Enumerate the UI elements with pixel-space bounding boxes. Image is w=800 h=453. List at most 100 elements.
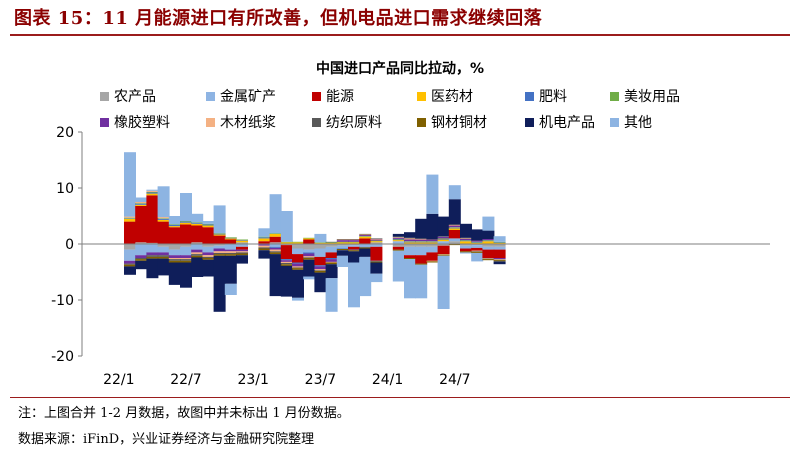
- bar-segment: [280, 211, 293, 242]
- bar-segment: [180, 193, 192, 221]
- bar-segment: [280, 261, 293, 263]
- bar-segment: [336, 255, 349, 267]
- legend-item: 金属矿产: [206, 86, 276, 106]
- bar-segment: [448, 241, 461, 244]
- bar-segment: [168, 259, 181, 261]
- bar-segment: [448, 185, 461, 200]
- bar-segment: [280, 264, 293, 266]
- bar-segment: [236, 244, 248, 247]
- bar-segment: [460, 248, 472, 252]
- bar-segment: [448, 199, 461, 225]
- bar-segment: [448, 227, 461, 229]
- bar-segment: [236, 255, 248, 264]
- bar-segment: [482, 240, 495, 242]
- bar-segment: [404, 242, 416, 244]
- bar-segment: [415, 218, 428, 239]
- bar-segment: [415, 244, 428, 247]
- bar-segment: [202, 258, 215, 260]
- bar-segment: [404, 244, 416, 247]
- bar-segment: [269, 254, 282, 297]
- bar-segment: [146, 256, 159, 259]
- bar-segment: [359, 236, 372, 239]
- bar-segment: [135, 197, 148, 202]
- bar-segment: [269, 233, 282, 237]
- bar-segment: [404, 232, 416, 238]
- bar-segment: [437, 236, 450, 237]
- bar-segment: [224, 254, 237, 256]
- bar-segment: [168, 225, 181, 227]
- bar-segment: [471, 229, 484, 241]
- bar-segment: [213, 244, 226, 246]
- bar-segment: [437, 239, 450, 242]
- bar-segment: [325, 259, 338, 262]
- bar-segment: [426, 244, 439, 247]
- bar-segment: [180, 258, 192, 260]
- bar-segment: [146, 195, 159, 243]
- bar-segment: [224, 238, 237, 240]
- bar-segment: [303, 257, 316, 258]
- legend-item: 木材纸浆: [206, 112, 276, 132]
- bar-segment: [437, 244, 450, 246]
- bar-segment: [325, 241, 338, 243]
- bar-segment: [303, 259, 316, 277]
- bar-segment: [191, 223, 204, 226]
- legend-item: 橡胶塑料: [100, 112, 170, 132]
- bar-segment: [168, 260, 181, 263]
- bar-segment: [180, 244, 192, 247]
- bar-segment: [348, 239, 360, 240]
- legend-label: 医药材: [431, 89, 473, 105]
- bar-segment: [314, 272, 327, 293]
- bar-segment: [124, 218, 136, 222]
- legend-swatch: [206, 91, 215, 101]
- bar-segment: [292, 263, 304, 267]
- bar-segment: [370, 244, 383, 247]
- bar-segment: [336, 245, 349, 249]
- bar-segment: [437, 255, 450, 309]
- bar-segment: [471, 240, 484, 242]
- bar-segment: [426, 261, 439, 263]
- bar-segment: [280, 245, 293, 260]
- chart-note: 注：上图合并 1-2 月数据，故图中并未标出 1 月份数据。: [18, 406, 350, 421]
- bar-segment: [392, 233, 405, 237]
- bar-segment: [236, 239, 248, 241]
- x-tick-label: 24/1: [372, 372, 403, 388]
- bar-segment: [180, 221, 192, 222]
- legend-label: 纺织原料: [326, 115, 382, 131]
- legend-label: 钢材铜材: [431, 115, 487, 131]
- bar-segment: [493, 242, 506, 244]
- bar-segment: [415, 263, 428, 265]
- bar-segment: [471, 247, 484, 251]
- bar-segment: [146, 191, 159, 193]
- bar-segment: [493, 246, 506, 250]
- bar-segment: [258, 248, 271, 251]
- stacked-bar-chart: 20 10 0 -10 -20 22/1 22/7 23/1 23/7 24/1 24/7: [51, 125, 770, 388]
- bar-segment: [269, 194, 282, 234]
- bar-segment: [292, 241, 304, 243]
- bar-segment: [303, 237, 316, 239]
- bar-segment: [415, 255, 428, 264]
- bar-segment: [202, 255, 215, 257]
- y-tick-label: -10: [51, 293, 74, 309]
- legend-item: 纺织原料: [312, 112, 382, 132]
- bar-segment: [325, 246, 338, 253]
- bar-segment: [157, 218, 170, 219]
- bar-segment: [269, 251, 282, 253]
- bar-segment: [124, 244, 136, 250]
- title-divider: [10, 34, 790, 36]
- bar-segment: [348, 249, 360, 251]
- bar-segment: [325, 242, 338, 243]
- bar-segment: [124, 260, 136, 264]
- bar-segment: [370, 239, 383, 241]
- bar-segment: [426, 239, 439, 242]
- bar-segment: [258, 247, 271, 249]
- bar-segment: [426, 242, 439, 244]
- bar-segment: [448, 230, 461, 239]
- bar-segment: [359, 233, 372, 235]
- bar-segment: [448, 228, 461, 230]
- bar-segment: [336, 249, 349, 251]
- bar-segment: [370, 260, 383, 262]
- legend-swatch: [312, 91, 321, 101]
- bar-segment: [437, 236, 450, 239]
- bar-segment: [392, 244, 405, 247]
- bar-segment: [348, 250, 360, 252]
